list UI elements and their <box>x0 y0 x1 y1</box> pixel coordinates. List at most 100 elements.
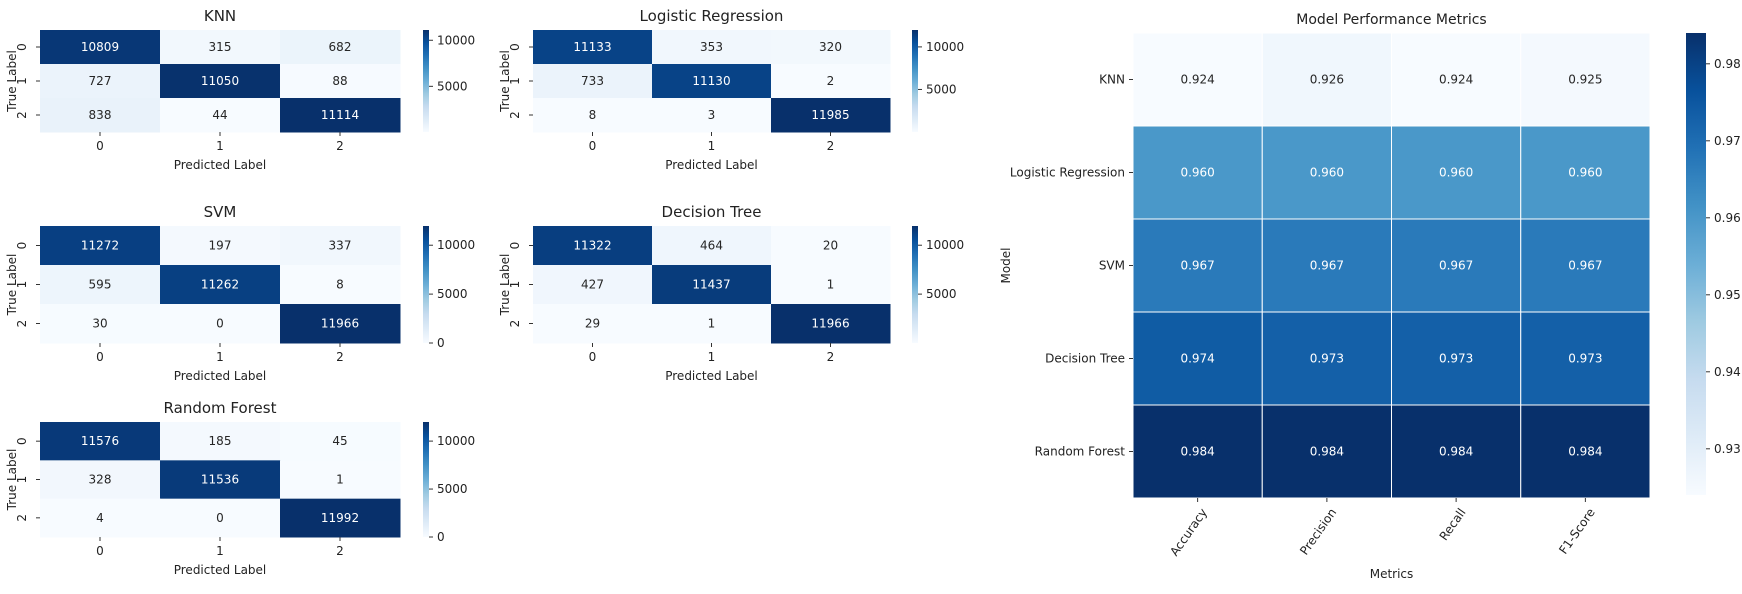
cell-value-label: 0.960 <box>1180 166 1214 180</box>
x-tick-label: Precision <box>1297 506 1339 558</box>
cell-value-label: 1 <box>827 278 835 292</box>
y-tick-label: Logistic Regression <box>1010 166 1125 180</box>
cell-value-label: 44 <box>212 108 227 122</box>
heatmap-cell <box>652 30 772 65</box>
heatmap-cell <box>280 226 401 266</box>
x-tick-label: 2 <box>827 350 835 364</box>
panel-title: Random Forest <box>164 399 277 417</box>
y-tick-label: 1 <box>15 476 29 484</box>
heatmap-cell <box>1132 32 1263 127</box>
colorbar <box>912 30 918 132</box>
heatmap-cell <box>771 64 891 99</box>
panel-title: Logistic Regression <box>640 7 784 25</box>
x-tick-label: 1 <box>708 139 716 153</box>
heatmap-cell <box>1391 32 1522 127</box>
x-axis-label: Predicted Label <box>174 369 267 383</box>
heatmap-cell <box>1261 311 1392 406</box>
x-tick-label: Recall <box>1437 506 1469 543</box>
y-tick-label: 1 <box>508 77 522 85</box>
cell-value-label: 3 <box>708 108 716 122</box>
heatmap-cell <box>533 265 653 305</box>
heatmap-cell <box>533 64 653 99</box>
cell-value-label: 11437 <box>692 278 730 292</box>
heatmap-cell <box>771 265 891 305</box>
y-axis-label: True Label <box>5 254 19 317</box>
cell-value-label: 0.960 <box>1439 166 1473 180</box>
cell-value-label: 0.967 <box>1180 259 1214 273</box>
y-axis-label: True Label <box>5 50 19 113</box>
cell-value-label: 11262 <box>201 278 239 292</box>
heatmap-cell <box>280 422 401 461</box>
heatmap-cell <box>652 98 772 133</box>
cell-value-label: 0 <box>216 317 224 331</box>
y-tick-label: 1 <box>15 77 29 85</box>
x-tick-label: 2 <box>336 350 344 364</box>
panel-title: SVM <box>204 203 237 221</box>
heatmap-cell <box>1261 404 1392 499</box>
y-tick-label: 1 <box>508 281 522 289</box>
cell-value-label: 88 <box>332 74 347 88</box>
y-axis-label: True Label <box>5 449 19 512</box>
heatmap-panel-0: 10809 315 682 727 11050 88 838 44 11114 KNN 0 1 2 0 1 2… <box>5 7 475 172</box>
heatmap-cell <box>160 304 281 344</box>
cell-value-label: 11133 <box>573 40 611 54</box>
x-tick-label: 2 <box>336 139 344 153</box>
heatmap-cell <box>280 64 401 99</box>
colorbar-tick-label: 0.96 <box>1714 211 1741 225</box>
y-tick-label: 0 <box>508 43 522 51</box>
y-tick-label: 1 <box>15 281 29 289</box>
cell-value-label: 838 <box>89 108 112 122</box>
heatmap-cell <box>1261 218 1392 313</box>
cell-value-label: 733 <box>581 74 604 88</box>
x-axis-label: Predicted Label <box>174 563 267 577</box>
x-tick-label: 1 <box>216 350 224 364</box>
x-axis-label: Predicted Label <box>665 158 758 172</box>
colorbar-tick-label: 10000 <box>926 40 964 54</box>
x-tick-label: 0 <box>96 139 104 153</box>
heatmap-cell <box>280 98 401 133</box>
colorbar-tick-label: 5000 <box>437 482 468 496</box>
x-tick-label: 2 <box>336 544 344 558</box>
cell-value-label: 0.926 <box>1310 73 1344 87</box>
cell-value-label: 11992 <box>321 511 359 525</box>
cell-value-label: 0.924 <box>1439 73 1473 87</box>
heatmap-cell <box>160 460 281 500</box>
heatmap-cell <box>160 98 281 133</box>
colorbar-tick-label: 10000 <box>926 238 964 252</box>
cell-value-label: 45 <box>332 434 347 448</box>
heatmap-cell <box>652 304 772 344</box>
colorbar-tick-label: 0.93 <box>1714 442 1741 456</box>
colorbar <box>423 226 429 343</box>
cell-value-label: 30 <box>92 317 107 331</box>
x-tick-label: 1 <box>708 350 716 364</box>
cell-value-label: 0.924 <box>1180 73 1214 87</box>
heatmap-cell <box>1391 311 1522 406</box>
y-axis-label: Model <box>999 247 1013 283</box>
cell-value-label: 1 <box>336 473 344 487</box>
heatmap-cell <box>771 30 891 65</box>
colorbar <box>423 422 429 537</box>
cell-value-label: 11322 <box>573 239 611 253</box>
heatmap-cell <box>40 226 161 266</box>
cell-value-label: 320 <box>819 40 842 54</box>
x-tick-label: 0 <box>96 544 104 558</box>
cell-value-label: 2 <box>827 74 835 88</box>
cell-value-label: 0.984 <box>1310 445 1344 459</box>
cell-value-label: 0.984 <box>1439 445 1473 459</box>
colorbar-tick-label: 0.95 <box>1714 288 1741 302</box>
colorbar-tick-label: 5000 <box>437 287 468 301</box>
heatmap-cell <box>40 30 161 65</box>
cell-value-label: 353 <box>700 40 723 54</box>
y-tick-label: 2 <box>15 514 29 522</box>
x-axis-label: Predicted Label <box>665 369 758 383</box>
y-tick-label: 2 <box>508 111 522 119</box>
heatmap-cell <box>280 30 401 65</box>
y-tick-label: Decision Tree <box>1045 352 1125 366</box>
panel-title: Model Performance Metrics <box>1296 12 1486 28</box>
heatmap-panel-4: 11576 185 45 328 11536 1 4 0 11992 Random Forest 0… <box>5 399 475 577</box>
heatmap-cell <box>160 30 281 65</box>
colorbar-tick-label: 10000 <box>437 33 475 47</box>
heatmap-cell <box>1261 32 1392 127</box>
